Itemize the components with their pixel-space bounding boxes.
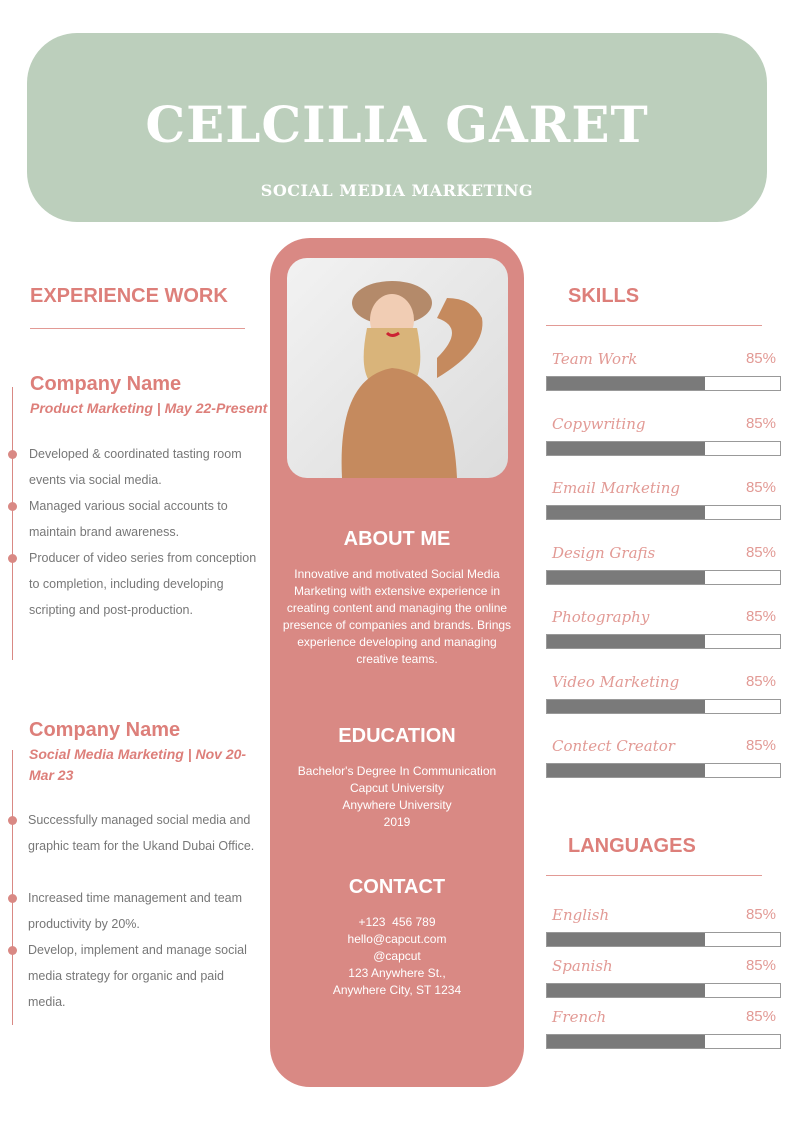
skill-level-fill (547, 570, 706, 584)
education-degree: Bachelor's Degree In Communication (297, 764, 497, 778)
language-label: English (552, 906, 610, 924)
skill-level-bar (546, 440, 781, 456)
divider (546, 875, 762, 876)
header-banner: CELCILIA GARET SOCIAL MEDIA MARKETING (27, 33, 767, 222)
language-level-fill (547, 933, 706, 946)
skill-level-fill (547, 377, 706, 390)
language-percent: 85% (745, 957, 776, 974)
skill-label: Design Grafis (552, 543, 656, 562)
contact-phone: +123 456 789 (358, 915, 436, 929)
language-label: French (552, 1008, 607, 1026)
language-level-fill (547, 984, 706, 997)
bullet-text: Successfully managed social media and gr… (28, 813, 255, 853)
language-level-bar (546, 983, 781, 998)
bullet-dot (8, 554, 17, 563)
bullet-text: Managed various social accounts to maint… (29, 499, 228, 539)
education-heading: EDUCATION (338, 725, 456, 747)
skill-percent: 85% (745, 414, 776, 432)
profile-photo (287, 258, 508, 478)
language-percent: 85% (745, 1008, 776, 1025)
language-level-bar (546, 932, 781, 947)
skill-level-fill (547, 764, 706, 777)
divider (30, 328, 245, 329)
contact-heading: CONTACT (348, 876, 446, 898)
skill-label: Email Marketing (552, 479, 681, 497)
bullet-dot (8, 816, 17, 825)
skill-level-bar (546, 505, 781, 520)
bullet-dot (8, 502, 17, 511)
bullet-text: Develop, implement and manage social med… (28, 943, 247, 1009)
experience-heading: EXPERIENCE WORK (30, 285, 228, 307)
skill-percent: 85% (745, 479, 776, 496)
skill-level-fill (547, 699, 706, 713)
education-location: Anywhere University (342, 798, 452, 812)
skill-level-bar (546, 569, 781, 585)
contact-email[interactable]: hello@capcut.com (347, 932, 447, 946)
skill-label: Copywriting (552, 414, 646, 433)
bullet-dot (8, 894, 17, 903)
about-text: Innovative and motivated Social Media Ma… (282, 567, 512, 666)
contact-address: 123 Anywhere St., (348, 966, 446, 980)
skill-level-fill (547, 506, 706, 519)
job-subtitle: Social Media Marketing | Nov 20-Mar 23 (29, 746, 247, 783)
skill-level-bar (546, 376, 781, 391)
language-percent: 85% (745, 906, 776, 923)
education-year: 2019 (383, 815, 411, 829)
job-title: SOCIAL MEDIA MARKETING (260, 181, 534, 200)
contact-city: Anywhere City, ST 1234 (332, 983, 462, 997)
skill-percent: 85% (745, 672, 776, 690)
language-level-bar (546, 1034, 781, 1049)
company-name: Company Name (30, 373, 182, 395)
contact-social: @capcut (373, 949, 421, 963)
skill-percent: 85% (745, 608, 776, 625)
skill-level-bar (546, 763, 781, 778)
skill-percent: 85% (745, 543, 776, 561)
skills-heading: SKILLS (568, 285, 640, 307)
skill-label: Team Work (552, 350, 638, 368)
bullet-dot (8, 946, 17, 955)
skill-label: Video Marketing (552, 672, 680, 691)
language-label: Spanish (552, 957, 613, 975)
skill-level-fill (547, 635, 706, 648)
skill-level-bar (546, 634, 781, 649)
company-name: Company Name (29, 719, 181, 741)
bullet-dot (8, 450, 17, 459)
divider (546, 325, 762, 326)
skill-level-bar (546, 698, 781, 714)
person-name: CELCILIA GARET (145, 95, 649, 154)
bullet-text: Increased time management and team produ… (28, 891, 243, 931)
skill-level-fill (547, 441, 706, 455)
skill-label: Contect Creator (552, 737, 675, 755)
languages-heading: LANGUAGES (568, 835, 696, 857)
skill-percent: 85% (745, 350, 776, 367)
about-heading: ABOUT ME (343, 528, 451, 550)
job-subtitle: Product Marketing | May 22-Present (30, 400, 268, 416)
skill-label: Photography (552, 608, 650, 626)
timeline-line (12, 387, 13, 660)
education-school: Capcut University (349, 781, 445, 795)
timeline-line (12, 750, 13, 1025)
skill-percent: 85% (745, 737, 776, 754)
language-level-fill (547, 1035, 706, 1048)
bullet-text: Producer of video series from conception… (29, 551, 257, 617)
profile-panel: ABOUT ME Innovative and motivated Social… (270, 238, 524, 1087)
bullet-text: Developed & coordinated tasting room eve… (29, 447, 242, 487)
